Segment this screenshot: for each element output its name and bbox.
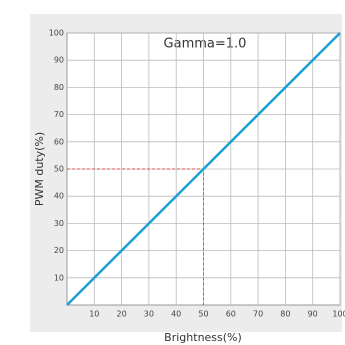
- y-tick-label: 30: [54, 219, 64, 228]
- x-tick-label: 100: [332, 310, 345, 319]
- y-tick-label: 100: [49, 29, 64, 38]
- y-tick-label: 90: [54, 56, 64, 65]
- x-tick-label: 30: [144, 310, 154, 319]
- x-tick-label: 20: [117, 310, 127, 319]
- y-tick-label: 40: [54, 192, 64, 201]
- x-axis-label: Brightness(%): [164, 331, 242, 344]
- x-tick-label: 40: [171, 310, 181, 319]
- y-axis-label: PWM duty(%): [33, 132, 46, 206]
- x-tick-label: 50: [198, 310, 208, 319]
- data-line: [66, 32, 341, 306]
- x-tick-label: 70: [253, 310, 263, 319]
- y-tick-label: 10: [54, 273, 64, 282]
- x-tick-label: 80: [280, 310, 290, 319]
- y-tick-label: 70: [54, 110, 64, 119]
- y-tick-label: 20: [54, 246, 64, 255]
- x-tick-label: 90: [308, 310, 318, 319]
- x-tick-label: 60: [226, 310, 236, 319]
- chart-title: Gamma=1.0: [164, 37, 247, 52]
- y-tick-label: 60: [54, 137, 64, 146]
- y-tick-label: 50: [54, 165, 64, 174]
- y-tick-label: 80: [54, 83, 64, 92]
- x-tick-label: 10: [89, 310, 99, 319]
